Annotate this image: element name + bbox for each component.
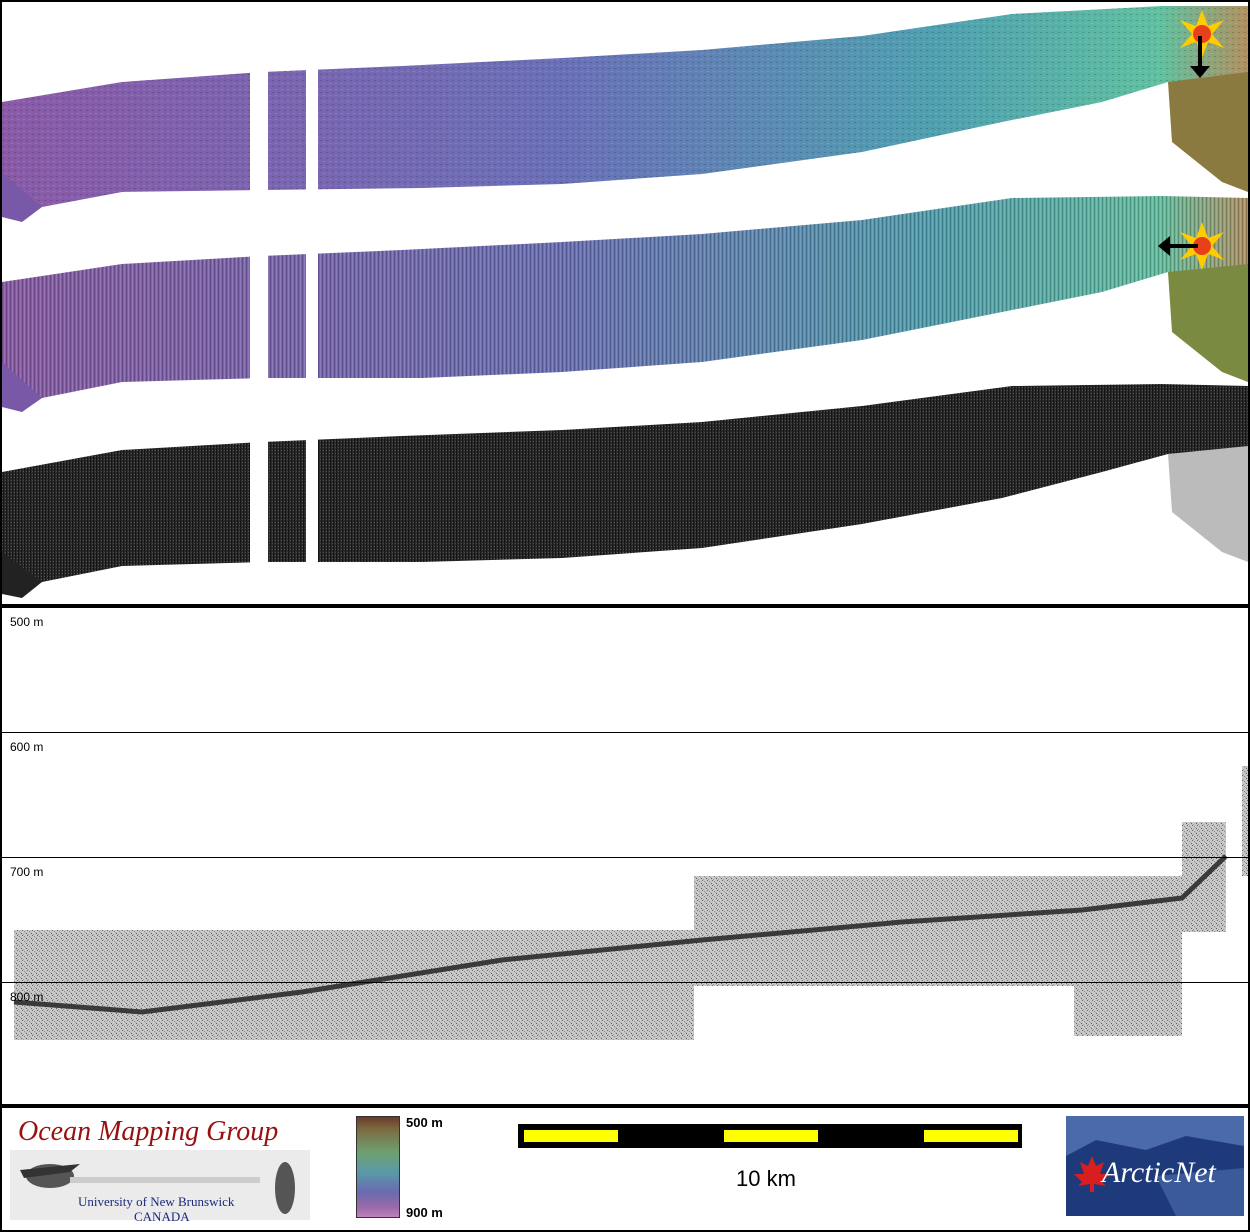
depth-colorbar <box>356 1116 400 1218</box>
swath-sun-east <box>2 196 1248 412</box>
scale-bar <box>518 1124 1022 1148</box>
swath-sun-north <box>2 6 1248 222</box>
depth-gridline <box>2 732 1248 733</box>
org-title: Ocean Mapping Group <box>18 1116 279 1147</box>
depth-label: 500 m <box>10 615 44 629</box>
sun-illumination-icon <box>1180 222 1224 270</box>
profile-svg <box>13 766 1248 1040</box>
depth-label: 600 m <box>10 740 44 754</box>
maple-leaf-icon <box>1074 1156 1110 1192</box>
arcticnet-logo: ArcticNet <box>1066 1116 1244 1216</box>
omg-logo-image <box>10 1150 310 1220</box>
seismic-profile-panel: 500 m 600 m 700 m 800 m <box>2 610 1248 1104</box>
depth-gridline <box>2 857 1248 858</box>
swath-backscatter <box>2 384 1248 598</box>
divider-bottom <box>0 1104 1250 1108</box>
depth-label: 700 m <box>10 865 44 879</box>
divider-top <box>0 604 1250 608</box>
scale-label: 10 km <box>736 1166 796 1191</box>
arcticnet-wordmark: ArcticNet <box>1102 1156 1216 1189</box>
scale-segment <box>724 1130 818 1142</box>
seafloor-reflector <box>13 854 1228 1015</box>
depth-label: 800 m <box>10 990 44 1004</box>
arcticnet-map-bg <box>1066 1116 1244 1216</box>
arrow-down-icon <box>1190 36 1210 78</box>
swath-svg <box>2 6 1248 598</box>
profile-edge-strip <box>1242 766 1248 876</box>
arrow-left-icon <box>1158 236 1198 256</box>
depth-gridline <box>2 982 1248 983</box>
scale-segment <box>924 1130 1018 1142</box>
org-subtitle: University of New Brunswick <box>78 1194 235 1209</box>
legend-footer: Ocean Mapping Group University of New Br… <box>2 1110 1248 1228</box>
colorbar-top-label: 500 m <box>406 1115 443 1130</box>
org-country: CANADA <box>134 1209 190 1224</box>
profile-noise-block <box>694 876 1074 986</box>
sun-illumination-icon <box>1180 10 1224 58</box>
scale-segment <box>524 1130 618 1142</box>
colorbar-bottom-label: 900 m <box>406 1205 443 1220</box>
swath-panels <box>2 2 1248 604</box>
